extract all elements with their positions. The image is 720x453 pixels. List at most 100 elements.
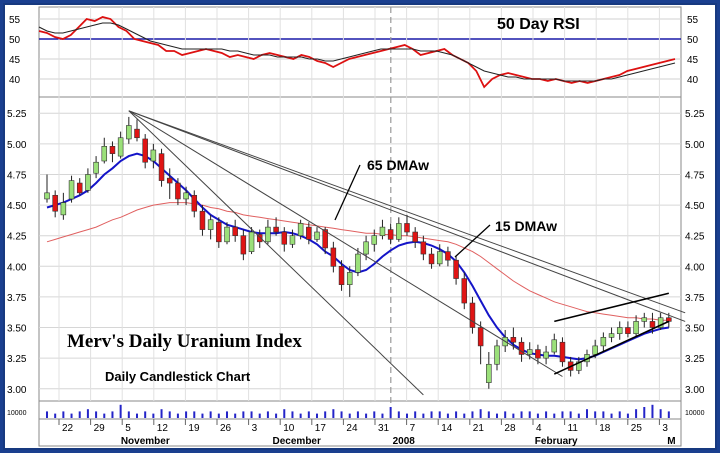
candle-body xyxy=(109,146,116,154)
volume-bar xyxy=(594,411,597,418)
candle xyxy=(68,175,75,203)
candle xyxy=(93,156,99,179)
volume-bar xyxy=(168,411,171,418)
candle xyxy=(60,192,67,220)
candle xyxy=(52,190,58,218)
rsi-tick-label-right: 55 xyxy=(687,15,699,26)
candle xyxy=(649,312,656,334)
candle-body xyxy=(346,272,353,285)
volume-bar xyxy=(626,413,629,418)
candle-body xyxy=(510,337,517,343)
volume-bar xyxy=(152,413,155,418)
x-day-label: 3 xyxy=(252,423,258,434)
candle xyxy=(494,339,500,371)
candle xyxy=(199,205,206,236)
candle-body xyxy=(142,138,148,163)
candle-body xyxy=(76,182,83,194)
x-day-label: 17 xyxy=(315,423,327,434)
volume-bar xyxy=(536,413,539,418)
candle-body xyxy=(256,234,263,243)
candle-body xyxy=(101,146,108,162)
volume-bar xyxy=(111,411,114,418)
candle-body xyxy=(412,231,418,243)
candle-body xyxy=(657,317,664,328)
candle xyxy=(420,235,427,261)
candle xyxy=(314,227,320,242)
candle xyxy=(134,119,140,142)
volume-bar xyxy=(422,413,425,418)
rsi-panel xyxy=(38,6,682,98)
candle-body xyxy=(322,229,328,249)
candle-body xyxy=(486,363,492,383)
candle-body xyxy=(608,333,615,338)
volume-bar xyxy=(291,411,294,418)
price-tick-label-left: 5.25 xyxy=(7,109,27,120)
x-day-label: 5 xyxy=(125,423,131,434)
volume-label-right: 10000 xyxy=(685,410,705,417)
x-month-label: December xyxy=(273,436,321,447)
x-day-label: 10 xyxy=(283,423,295,434)
candle-body xyxy=(592,345,598,355)
price-tick-label-right: 4.50 xyxy=(685,201,705,212)
volume-bar xyxy=(86,409,89,418)
candle xyxy=(330,241,337,273)
candle-body xyxy=(469,302,476,328)
rsi-tick-label-left: 50 xyxy=(9,35,21,46)
candle xyxy=(126,116,132,144)
rsi-tick-label-left: 45 xyxy=(9,55,21,66)
candle-body xyxy=(224,226,230,243)
volume-bar xyxy=(618,411,621,418)
candle-body xyxy=(207,219,214,230)
volume-bar xyxy=(577,413,580,418)
candle-body xyxy=(363,241,369,255)
volume-bar xyxy=(586,409,588,418)
volume-bar xyxy=(250,411,253,418)
candle xyxy=(306,222,312,245)
price-tick-label-left: 3.75 xyxy=(7,293,27,304)
candle xyxy=(379,219,386,240)
volume-bar xyxy=(234,413,237,418)
candle-body xyxy=(183,192,189,200)
candle-body xyxy=(273,226,279,233)
candle xyxy=(625,321,631,338)
candle-body xyxy=(420,241,427,255)
volume-bar xyxy=(299,413,302,418)
candle xyxy=(633,315,639,338)
volume-bar xyxy=(553,413,556,418)
candle-body xyxy=(666,317,672,322)
volume-bar xyxy=(471,411,474,418)
volume-bar xyxy=(201,413,204,418)
candle xyxy=(576,356,582,375)
candle xyxy=(396,217,402,242)
volume-bar xyxy=(520,411,523,418)
channel-line xyxy=(553,320,670,375)
volume-bar xyxy=(381,413,384,418)
candle xyxy=(256,229,263,248)
volume-bar xyxy=(160,409,163,418)
candle xyxy=(461,272,468,310)
candle xyxy=(101,137,108,164)
x-month-label: 2008 xyxy=(393,436,416,447)
volume-bar xyxy=(610,413,613,418)
volume-bar xyxy=(561,411,564,418)
volume-bar xyxy=(528,411,531,418)
price-tick-label-right: 4.75 xyxy=(685,170,705,181)
candle-body xyxy=(68,180,75,200)
volume-bar xyxy=(266,411,269,418)
candle xyxy=(142,134,148,169)
price-tick-label-left: 3.25 xyxy=(7,354,27,365)
candle xyxy=(412,227,418,248)
volume-bar xyxy=(348,413,351,418)
volume-label-left: 10000 xyxy=(7,410,27,417)
price-tick-label-left: 4.00 xyxy=(7,262,27,273)
volume-bar xyxy=(602,411,605,418)
candle-body xyxy=(551,339,558,353)
candle xyxy=(477,321,484,365)
rsi-tick-label-right: 40 xyxy=(687,75,699,86)
candle-body xyxy=(330,247,337,267)
candle xyxy=(232,219,238,242)
volume-bar xyxy=(504,411,507,418)
candle-body xyxy=(543,351,549,359)
candle xyxy=(518,337,525,362)
candle xyxy=(224,222,230,245)
